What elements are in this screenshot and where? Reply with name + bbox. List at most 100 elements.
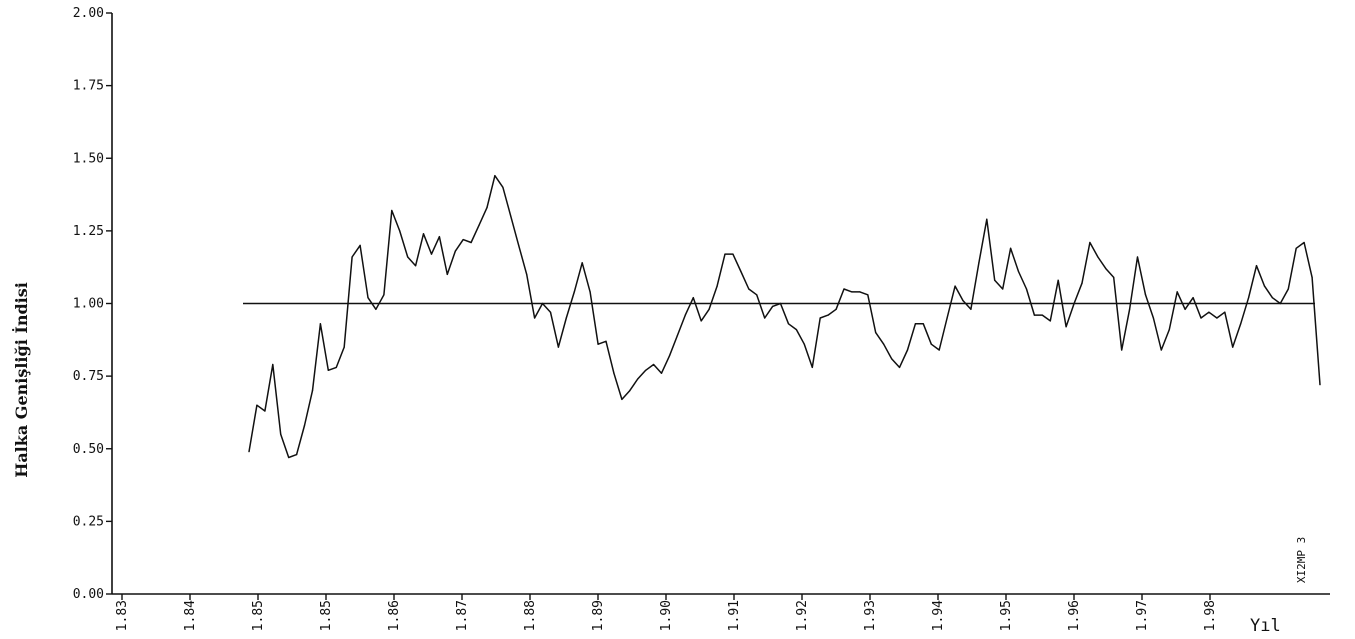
data-point <box>375 308 377 310</box>
data-point <box>1097 256 1099 258</box>
data-point <box>1271 297 1273 299</box>
data-point <box>1279 302 1281 305</box>
data-point <box>851 291 853 293</box>
x-tick-label: 1.89 <box>591 600 606 631</box>
data-point <box>1248 297 1250 299</box>
data-point <box>589 291 591 293</box>
y-tick-label: 0.00 <box>73 587 104 602</box>
data-point <box>1081 282 1083 284</box>
data-point <box>1017 270 1020 273</box>
data-point <box>351 256 353 258</box>
data-point <box>787 323 790 325</box>
data-point <box>422 233 425 235</box>
data-point <box>986 218 988 220</box>
data-point <box>1144 294 1147 296</box>
data-point <box>1065 326 1067 328</box>
x-axis-label: Yıl <box>1250 616 1281 636</box>
data-point <box>660 372 663 374</box>
data-point <box>629 390 631 392</box>
data-point <box>256 404 258 406</box>
data-point <box>438 236 440 238</box>
data-point <box>875 332 877 334</box>
data-point <box>1129 308 1131 310</box>
x-tick-label: 1.85 <box>319 600 334 631</box>
data-point <box>296 454 298 456</box>
x-tick-label: 1.90 <box>659 600 674 631</box>
data-point <box>462 239 464 241</box>
data-point <box>700 320 702 322</box>
data-point <box>288 456 290 459</box>
data-point <box>494 175 496 177</box>
data-point <box>668 355 671 357</box>
data-point <box>970 308 972 310</box>
marks-layer <box>243 174 1321 459</box>
x-tick-label: 1.88 <box>523 600 538 631</box>
data-point <box>264 410 266 412</box>
y-tick-label: 1.50 <box>73 151 104 166</box>
data-point <box>1232 346 1234 348</box>
data-point <box>740 270 742 273</box>
data-point <box>415 265 417 267</box>
data-point <box>827 314 829 316</box>
data-point <box>1025 288 1028 290</box>
data-point <box>248 451 250 453</box>
data-point <box>811 366 813 368</box>
data-point <box>613 372 615 374</box>
data-point <box>327 369 329 371</box>
x-tick-label: 1.93 <box>863 600 878 631</box>
data-point <box>1311 276 1313 278</box>
data-point <box>653 363 655 366</box>
data-point <box>1010 247 1012 249</box>
data-point <box>779 302 782 305</box>
data-point <box>819 317 821 319</box>
data-point <box>867 294 869 296</box>
data-point <box>565 317 567 319</box>
data-point <box>597 343 599 345</box>
data-point <box>502 186 504 188</box>
y-tick-label: 1.00 <box>73 297 104 312</box>
data-point <box>486 207 488 209</box>
y-tick-label: 1.25 <box>73 224 104 239</box>
data-point <box>399 230 401 232</box>
data-point <box>1216 317 1218 319</box>
y-axis-label: Halka Genişliği İndisi <box>11 282 31 478</box>
data-point <box>605 340 607 342</box>
data-point <box>922 323 924 325</box>
data-point <box>906 349 909 351</box>
data-point <box>1255 265 1258 267</box>
data-point <box>541 302 544 305</box>
data-point <box>732 253 734 255</box>
data-point <box>510 215 512 217</box>
data-point <box>859 291 861 293</box>
data-point <box>1263 285 1266 287</box>
data-point <box>470 241 472 244</box>
data-point <box>930 343 932 345</box>
data-point <box>391 209 393 212</box>
x-tick-label: 1.86 <box>387 600 402 631</box>
data-point <box>1303 241 1305 244</box>
data-point <box>343 346 345 348</box>
x-tick-label: 1.94 <box>931 600 946 631</box>
data-point <box>1295 247 1297 249</box>
x-tick-label: 1.98 <box>1203 600 1218 631</box>
data-point <box>938 349 940 351</box>
data-point <box>1224 311 1226 313</box>
x-tick-label: 1.87 <box>455 600 470 631</box>
data-point <box>898 366 901 368</box>
data-point <box>1192 297 1194 299</box>
data-point <box>549 311 552 313</box>
data-point <box>962 300 964 302</box>
data-point <box>978 262 980 264</box>
data-point <box>914 323 917 325</box>
data-point <box>637 378 639 380</box>
data-point <box>883 343 885 345</box>
data-point <box>676 334 679 337</box>
data-point <box>311 390 314 392</box>
data-point <box>684 314 686 316</box>
data-point <box>1057 279 1059 281</box>
data-point <box>1176 291 1178 293</box>
data-point <box>383 294 385 296</box>
data-point <box>748 288 750 290</box>
y-tick-label: 0.25 <box>73 514 104 529</box>
